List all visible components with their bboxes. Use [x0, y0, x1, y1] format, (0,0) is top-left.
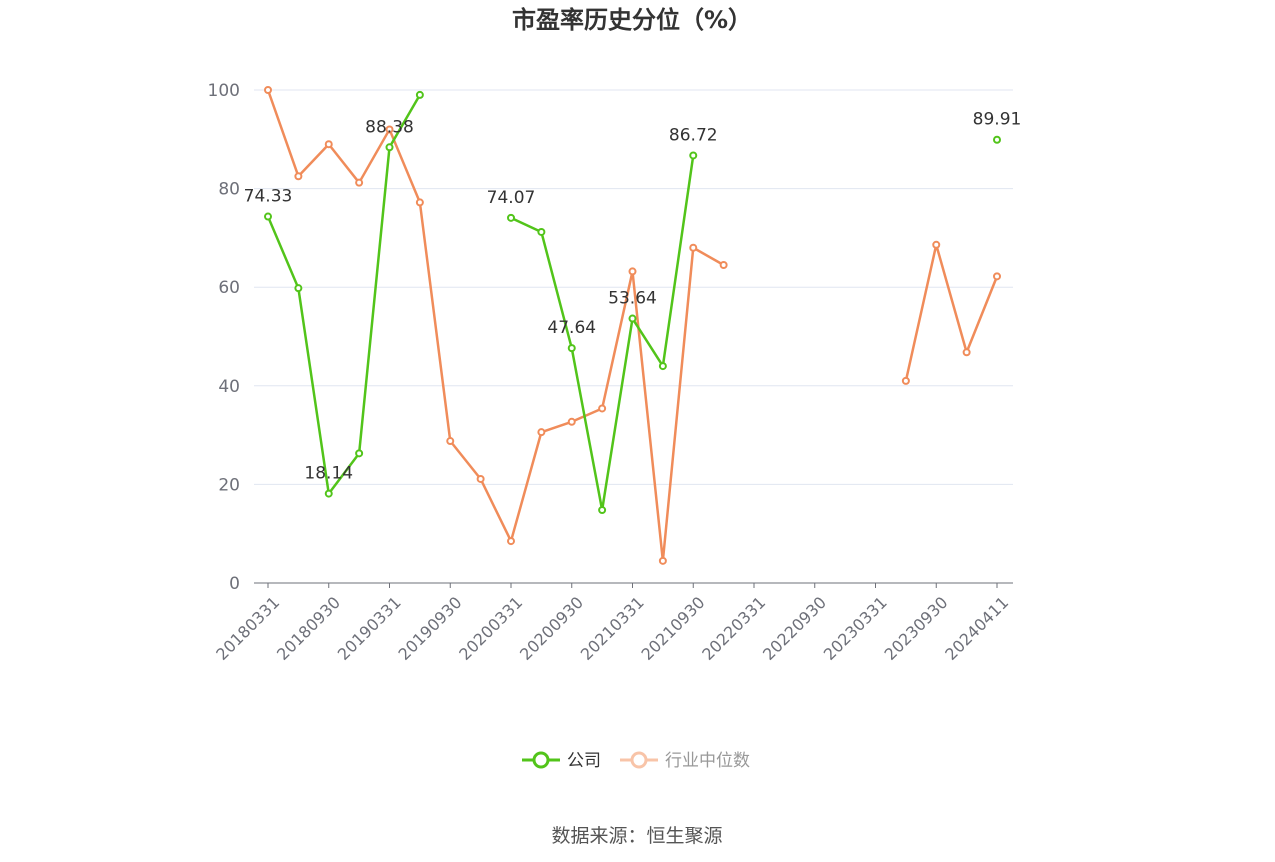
series-points	[264, 86, 1001, 565]
data-point	[689, 151, 698, 160]
data-point	[264, 86, 272, 94]
y-tick-label: 40	[218, 377, 240, 397]
y-tick-label: 20	[218, 475, 240, 495]
x-tick-label: 20180331	[212, 593, 283, 664]
data-point	[962, 348, 971, 357]
data-label: 47.64	[547, 318, 596, 338]
data-label: 74.07	[487, 188, 536, 208]
data-point	[598, 404, 607, 413]
data-point	[264, 212, 272, 221]
y-tick-label: 80	[218, 180, 240, 200]
legend-item-1[interactable]: 行业中位数	[620, 751, 750, 771]
data-label: 86.72	[669, 125, 718, 145]
data-point	[355, 178, 364, 187]
x-tick-label: 20210331	[577, 593, 648, 664]
data-point	[476, 474, 485, 483]
x-tick-label: 20180930	[273, 593, 344, 664]
series-line-0	[266, 94, 421, 495]
series-lines	[266, 89, 999, 563]
data-point	[324, 489, 333, 498]
data-point	[993, 272, 1001, 281]
data-label: 53.64	[608, 289, 657, 309]
data-point	[628, 314, 637, 323]
x-tick-label: 20240411	[941, 593, 1012, 664]
data-labels: 74.33 18.14 88.38 74.07 47.64 53.64 86.72 89.91	[244, 110, 1022, 484]
data-point	[598, 506, 607, 515]
x-tick-label: 20200930	[516, 593, 587, 664]
data-point	[385, 125, 394, 134]
legend-label: 公司	[567, 751, 601, 771]
x-tick-label: 20220331	[698, 593, 769, 664]
legend-marker	[532, 751, 550, 769]
legend[interactable]: 公司 行业中位数	[522, 751, 750, 771]
data-point	[355, 449, 364, 458]
x-tick-label: 20220930	[759, 593, 830, 664]
data-label: 89.91	[973, 110, 1022, 130]
data-point	[719, 261, 728, 270]
series-line-0	[510, 155, 695, 512]
chart-title: 市盈率历史分位（%）	[512, 6, 752, 34]
y-tick-label: 0	[229, 574, 240, 594]
data-point	[689, 243, 698, 252]
data-point	[507, 213, 515, 222]
series-line-1	[904, 243, 999, 382]
data-point	[567, 344, 576, 353]
data-point	[446, 437, 455, 446]
data-point	[415, 90, 424, 99]
y-tick-label: 60	[218, 278, 240, 298]
data-point	[901, 376, 910, 385]
data-point	[294, 284, 303, 293]
x-tick-label: 20210930	[638, 593, 709, 664]
data-point	[628, 267, 637, 276]
data-label: 74.33	[244, 187, 293, 207]
data-point	[294, 172, 303, 181]
data-source: 数据来源：恒生聚源	[551, 825, 722, 847]
data-point	[567, 417, 576, 426]
data-label: 18.14	[304, 464, 353, 484]
x-tick-label: 20230930	[881, 593, 952, 664]
data-point	[658, 556, 667, 565]
data-point	[932, 240, 941, 249]
series-line-1	[266, 89, 725, 563]
legend-marker	[630, 751, 648, 769]
data-point	[537, 428, 546, 437]
x-tick-label: 20190930	[395, 593, 466, 664]
x-tick-label: 20200331	[455, 593, 526, 664]
x-tick-label: 20230331	[820, 593, 891, 664]
y-tick-label: 100	[208, 81, 240, 101]
data-point	[385, 143, 394, 152]
data-point	[507, 537, 515, 546]
data-point	[537, 227, 546, 236]
y-axis: 0 20 40 60 80 100	[208, 81, 240, 594]
data-point	[324, 140, 333, 149]
x-tick-label: 20190331	[334, 593, 405, 664]
legend-item-0[interactable]: 公司	[522, 751, 601, 771]
data-point	[993, 135, 1001, 144]
data-point	[415, 198, 424, 207]
x-axis: 2018033120180930201903312019093020200331…	[212, 582, 1013, 664]
legend-label: 行业中位数	[665, 751, 750, 771]
data-point	[658, 362, 667, 371]
data-label: 88.38	[365, 117, 414, 137]
